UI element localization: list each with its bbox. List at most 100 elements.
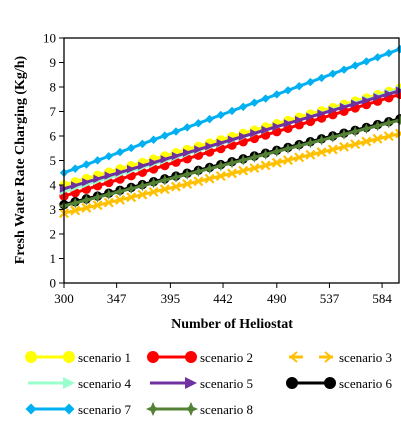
legend-item: scenario 3 xyxy=(289,350,392,365)
marker-cross xyxy=(383,131,394,142)
marker-arrow xyxy=(216,138,225,148)
marker-cross xyxy=(361,136,372,147)
marker-star xyxy=(248,151,260,163)
series-scenario-7 xyxy=(59,44,401,177)
y-tick-label: 3 xyxy=(50,202,57,217)
marker-arrow xyxy=(71,181,80,190)
marker-circle xyxy=(63,351,75,363)
marker-diamond xyxy=(149,135,158,144)
x-tick-label: 537 xyxy=(320,291,340,306)
marker-star xyxy=(69,197,81,209)
marker-diamond xyxy=(194,119,203,128)
marker-diamond xyxy=(25,403,37,415)
marker-cross xyxy=(350,139,361,150)
marker-arrow xyxy=(328,106,337,115)
marker-diamond xyxy=(93,156,102,165)
x-tick-label: 584 xyxy=(372,291,392,306)
marker-diamond xyxy=(261,94,270,103)
y-tick-label: 5 xyxy=(50,153,57,168)
marker-cross xyxy=(193,176,204,187)
legend-item: scenario 6 xyxy=(286,376,393,391)
plot-area xyxy=(58,37,401,284)
y-tick-label: 1 xyxy=(50,251,57,266)
y-tick-label: 4 xyxy=(50,178,57,193)
marker-cross xyxy=(126,192,137,203)
marker-diamond xyxy=(171,127,181,136)
marker-star xyxy=(145,401,161,417)
marker-diamond xyxy=(373,53,382,62)
marker-cross xyxy=(81,202,92,213)
marker-diamond xyxy=(351,61,360,70)
y-tick-label: 10 xyxy=(43,31,56,46)
marker-arrow xyxy=(194,145,203,154)
marker-star xyxy=(372,120,384,132)
marker-star xyxy=(80,194,92,206)
legend: scenario 1 scenario 2 scenario 3 scenario 4… xyxy=(25,350,393,417)
marker-diamond xyxy=(283,86,293,95)
series-scenario-8 xyxy=(58,114,401,212)
marker-diamond xyxy=(82,160,91,169)
marker-arrow xyxy=(115,168,125,177)
marker-arrow xyxy=(183,148,192,157)
x-axis-title: Number of Heliostat xyxy=(171,317,293,332)
marker-star xyxy=(282,143,294,155)
y-tick-label: 6 xyxy=(50,129,57,144)
marker-diamond xyxy=(127,143,136,153)
marker-diamond xyxy=(216,110,225,120)
marker-cross xyxy=(238,165,249,176)
marker-diamond xyxy=(138,139,147,149)
marker-cross xyxy=(115,194,125,205)
marker-diamond xyxy=(295,81,304,91)
marker-arrow xyxy=(127,164,136,174)
legend-label: scenario 3 xyxy=(339,350,392,365)
y-tick-label: 8 xyxy=(50,80,57,95)
x-tick-label: 347 xyxy=(107,291,127,306)
marker-diamond xyxy=(63,403,75,415)
marker-arrow xyxy=(351,99,360,108)
marker-star xyxy=(327,131,339,143)
marker-star xyxy=(114,186,126,197)
marker-arrow xyxy=(283,119,293,128)
marker-star xyxy=(204,163,216,175)
y-tick-label: 7 xyxy=(50,104,57,119)
y-tick-label: 0 xyxy=(50,276,57,291)
marker-star xyxy=(159,174,171,186)
marker-star xyxy=(192,166,204,177)
marker-cross xyxy=(137,189,148,200)
marker-cross xyxy=(227,168,237,179)
legend-label: scenario 8 xyxy=(200,402,253,417)
legend-item: scenario 4 xyxy=(28,376,132,391)
marker-star xyxy=(237,154,249,166)
legend-item: scenario 1 xyxy=(25,350,131,365)
y-axis-title: Fresh Water Rate Charging (Kg/h) xyxy=(13,55,28,264)
x-tick-label: 395 xyxy=(161,291,181,306)
marker-diamond xyxy=(239,102,248,111)
marker-diamond xyxy=(160,131,169,140)
marker-arrow xyxy=(171,151,181,161)
marker-star xyxy=(271,146,283,157)
marker-star xyxy=(103,188,115,200)
marker-diamond xyxy=(317,73,326,83)
y-tick-label: 9 xyxy=(50,55,57,70)
marker-arrow xyxy=(185,377,197,389)
marker-arrow xyxy=(295,115,304,125)
marker-diamond xyxy=(183,123,192,132)
legend-chevron xyxy=(289,351,298,363)
marker-star xyxy=(349,126,361,137)
marker-circle xyxy=(286,377,298,389)
marker-arrow xyxy=(149,158,158,167)
marker-cross xyxy=(148,186,159,197)
marker-cross xyxy=(260,160,271,171)
series-scenario-5 xyxy=(59,86,401,193)
legend-label: scenario 7 xyxy=(78,402,132,417)
legend-label: scenario 4 xyxy=(78,376,132,391)
marker-cross xyxy=(204,173,215,184)
marker-star xyxy=(293,140,305,152)
marker-star xyxy=(226,157,238,169)
marker-star xyxy=(136,180,148,192)
axis-ticks: 300 347 395 442 490 537 584 0 1 2 3 4 5 6 7 8 9 10 xyxy=(43,31,392,307)
marker-cross xyxy=(215,171,226,181)
marker-arrow xyxy=(138,161,147,171)
marker-cross xyxy=(271,157,282,168)
